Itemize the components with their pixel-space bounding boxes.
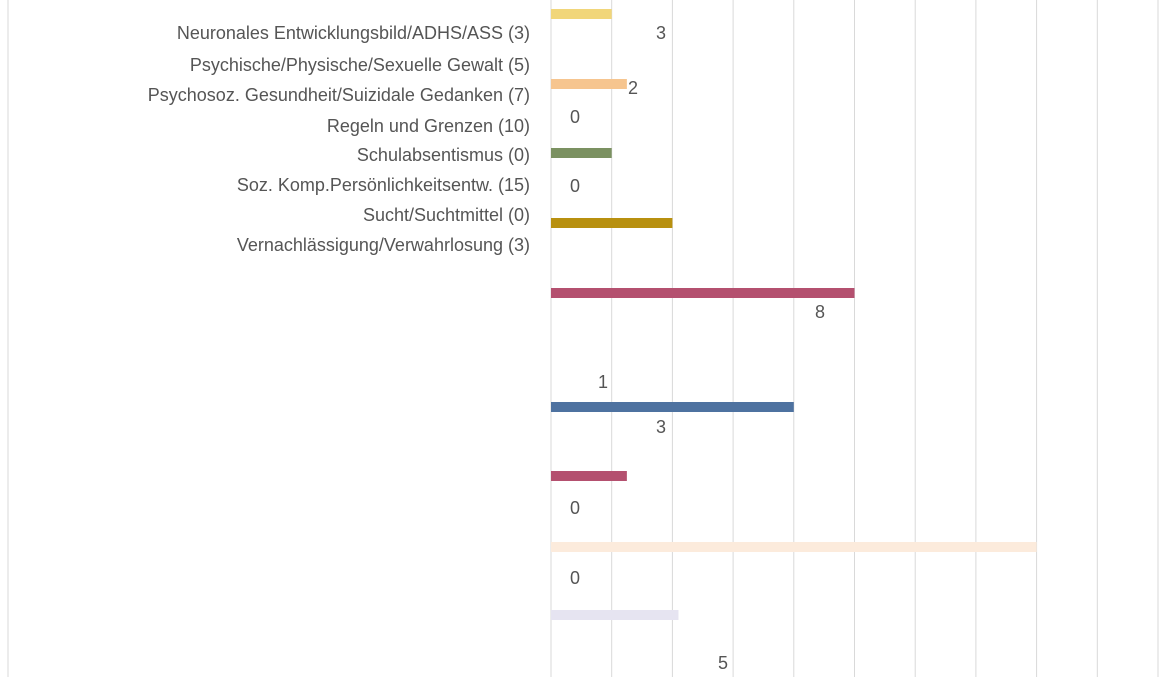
bar bbox=[551, 79, 627, 89]
bar bbox=[551, 218, 673, 228]
bar bbox=[551, 288, 855, 298]
data-label: 0 bbox=[570, 568, 580, 588]
legend-entry: Schulabsentismus (0) bbox=[357, 145, 530, 165]
legend-entry: Soz. Komp.Persönlichkeitsentw. (15) bbox=[237, 175, 530, 195]
bar bbox=[551, 471, 627, 481]
legend-entry: Psychische/Physische/Sexuelle Gewalt (5) bbox=[190, 55, 530, 75]
data-label: 0 bbox=[570, 498, 580, 518]
bar bbox=[551, 148, 612, 158]
legend-entry: Neuronales Entwicklungsbild/ADHS/ASS (3) bbox=[177, 23, 530, 43]
data-label: 0 bbox=[570, 107, 580, 127]
data-label: 3 bbox=[656, 417, 666, 437]
data-label: 3 bbox=[656, 23, 666, 43]
bar bbox=[551, 610, 679, 620]
data-label: 5 bbox=[718, 653, 728, 673]
data-label: 8 bbox=[815, 302, 825, 322]
data-label: 2 bbox=[628, 78, 638, 98]
data-label: 1 bbox=[598, 372, 608, 392]
legend-entry: Regeln und Grenzen (10) bbox=[327, 116, 530, 136]
legend-entry: Vernachlässigung/Verwahrlosung (3) bbox=[237, 235, 530, 255]
bar bbox=[551, 402, 794, 412]
data-label: 0 bbox=[570, 176, 580, 196]
legend-entry: Psychosoz. Gesundheit/Suizidale Gedanken… bbox=[148, 85, 530, 105]
bar bbox=[551, 542, 1037, 552]
legend-entry: Sucht/Suchtmittel (0) bbox=[363, 205, 530, 225]
bar bbox=[551, 9, 612, 19]
